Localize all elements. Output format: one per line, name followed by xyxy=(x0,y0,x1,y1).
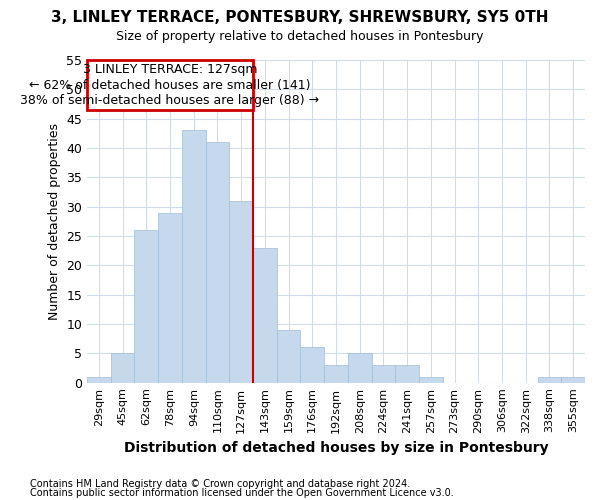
X-axis label: Distribution of detached houses by size in Pontesbury: Distribution of detached houses by size … xyxy=(124,441,548,455)
Bar xyxy=(206,142,229,382)
Bar xyxy=(561,377,585,382)
Text: 3, LINLEY TERRACE, PONTESBURY, SHREWSBURY, SY5 0TH: 3, LINLEY TERRACE, PONTESBURY, SHREWSBUR… xyxy=(51,10,549,25)
Bar xyxy=(538,377,561,382)
Y-axis label: Number of detached properties: Number of detached properties xyxy=(47,123,61,320)
Bar xyxy=(371,365,395,382)
Bar xyxy=(348,354,371,382)
Text: Contains public sector information licensed under the Open Government Licence v3: Contains public sector information licen… xyxy=(30,488,454,498)
Bar xyxy=(301,348,324,382)
Bar xyxy=(134,230,158,382)
Bar xyxy=(229,201,253,382)
Bar xyxy=(111,354,134,382)
FancyBboxPatch shape xyxy=(87,60,253,110)
Bar xyxy=(158,212,182,382)
Bar xyxy=(324,365,348,382)
Text: ← 62% of detached houses are smaller (141): ← 62% of detached houses are smaller (14… xyxy=(29,79,311,92)
Text: 38% of semi-detached houses are larger (88) →: 38% of semi-detached houses are larger (… xyxy=(20,94,320,107)
Bar xyxy=(87,377,111,382)
Bar xyxy=(253,248,277,382)
Bar xyxy=(182,130,206,382)
Text: Size of property relative to detached houses in Pontesbury: Size of property relative to detached ho… xyxy=(116,30,484,43)
Text: 3 LINLEY TERRACE: 127sqm: 3 LINLEY TERRACE: 127sqm xyxy=(83,63,257,76)
Bar xyxy=(277,330,301,382)
Text: Contains HM Land Registry data © Crown copyright and database right 2024.: Contains HM Land Registry data © Crown c… xyxy=(30,479,410,489)
Bar xyxy=(419,377,443,382)
Bar xyxy=(395,365,419,382)
